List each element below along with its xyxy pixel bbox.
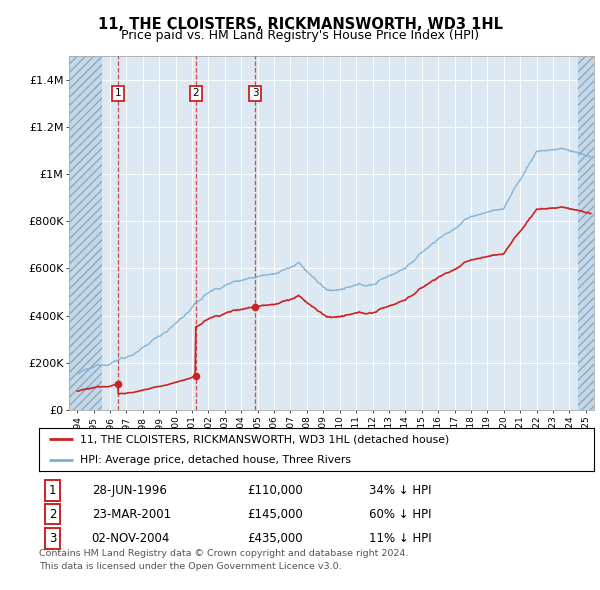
Bar — [69, 56, 102, 410]
Text: 11, THE CLOISTERS, RICKMANSWORTH, WD3 1HL (detached house): 11, THE CLOISTERS, RICKMANSWORTH, WD3 1H… — [80, 434, 449, 444]
Text: 2: 2 — [193, 88, 199, 98]
Text: 11% ↓ HPI: 11% ↓ HPI — [369, 532, 432, 545]
Text: 02-NOV-2004: 02-NOV-2004 — [92, 532, 170, 545]
Text: Price paid vs. HM Land Registry's House Price Index (HPI): Price paid vs. HM Land Registry's House … — [121, 30, 479, 42]
Text: 28-JUN-1996: 28-JUN-1996 — [92, 484, 167, 497]
Text: This data is licensed under the Open Government Licence v3.0.: This data is licensed under the Open Gov… — [39, 562, 341, 571]
Text: 60% ↓ HPI: 60% ↓ HPI — [369, 508, 432, 521]
Text: 3: 3 — [252, 88, 259, 98]
Text: 11, THE CLOISTERS, RICKMANSWORTH, WD3 1HL: 11, THE CLOISTERS, RICKMANSWORTH, WD3 1H… — [97, 17, 503, 32]
Text: 2: 2 — [49, 508, 56, 521]
Text: Contains HM Land Registry data © Crown copyright and database right 2024.: Contains HM Land Registry data © Crown c… — [39, 549, 409, 558]
Text: 3: 3 — [49, 532, 56, 545]
Text: 1: 1 — [115, 88, 121, 98]
Text: HPI: Average price, detached house, Three Rivers: HPI: Average price, detached house, Thre… — [80, 455, 350, 465]
Text: 34% ↓ HPI: 34% ↓ HPI — [369, 484, 432, 497]
Text: 1: 1 — [49, 484, 56, 497]
Bar — [578, 56, 594, 410]
Text: £145,000: £145,000 — [247, 508, 303, 521]
Text: £110,000: £110,000 — [247, 484, 303, 497]
Text: £435,000: £435,000 — [247, 532, 303, 545]
Text: 23-MAR-2001: 23-MAR-2001 — [92, 508, 171, 521]
